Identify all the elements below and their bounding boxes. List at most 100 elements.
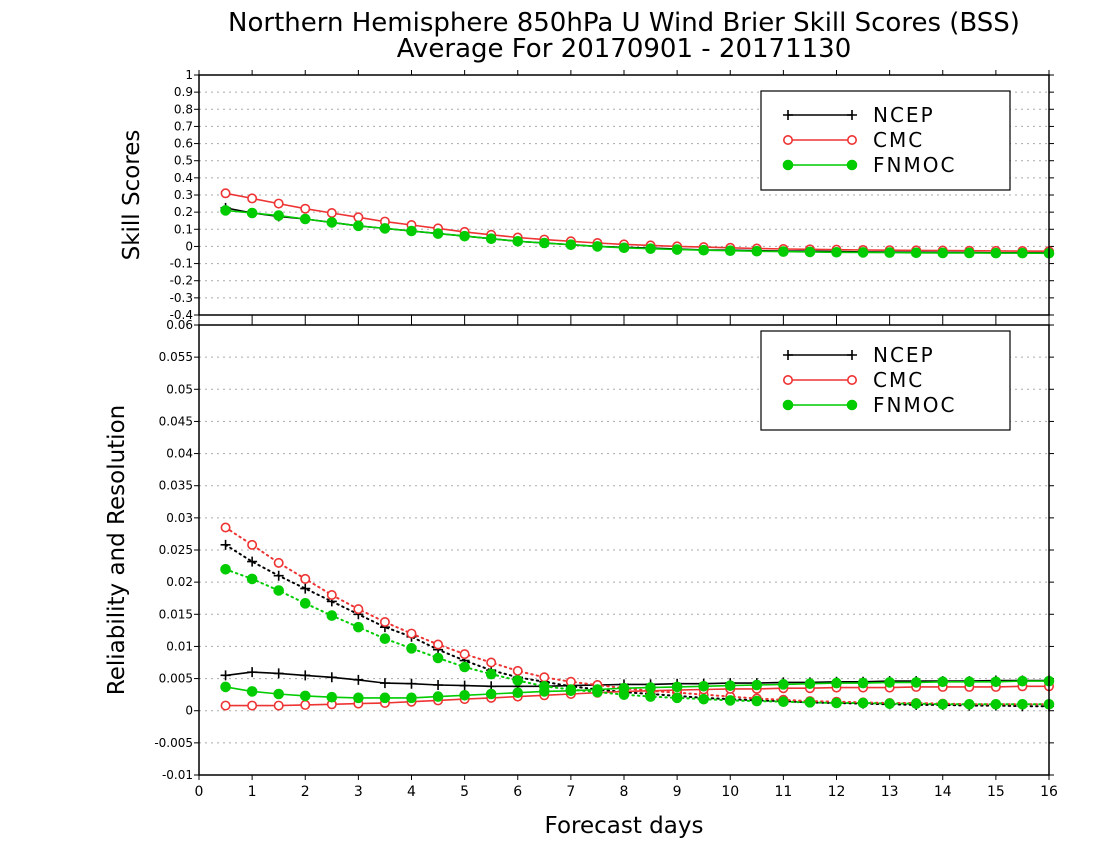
data-point-fnmoc: [910, 247, 922, 259]
series-line-cmc-dotted: [224, 526, 1050, 706]
data-point-fnmoc: [804, 678, 816, 690]
x-tick-label: 8: [620, 784, 629, 800]
y-tick-label: 0.01: [166, 639, 193, 653]
x-tick-label: 11: [774, 784, 792, 800]
x-tick-label: 7: [566, 784, 575, 800]
data-point-fnmoc: [698, 680, 709, 692]
y-tick-label: 0.06: [166, 318, 193, 332]
y-tick-label: 1: [185, 68, 193, 82]
x-tick-label: 14: [934, 784, 952, 800]
data-point-fnmoc: [778, 246, 789, 257]
x-tick-label: 13: [881, 784, 899, 800]
reliability-resolution-panel: 0.060.0550.050.0450.040.0350.030.0250.02…: [154, 318, 1058, 800]
y-tick-label: 0.5: [174, 154, 193, 168]
data-point-fnmoc: [485, 688, 497, 700]
x-tick-label: 10: [721, 784, 739, 800]
y-tick-label: 0.1: [174, 222, 193, 236]
data-point-cmc: [406, 628, 417, 639]
data-point-ncep: [220, 670, 231, 681]
data-point-fnmoc: [618, 242, 630, 254]
y-tick-label: 0.04: [166, 447, 193, 461]
y-tick-label: -0.3: [170, 291, 193, 305]
data-point-fnmoc: [645, 243, 656, 254]
x-tick-label: 16: [1040, 784, 1058, 800]
data-point-fnmoc: [379, 223, 391, 234]
data-point-fnmoc: [910, 677, 922, 688]
data-point-cmc: [220, 700, 231, 711]
x-tick-label: 3: [354, 784, 363, 800]
data-point-fnmoc: [353, 692, 364, 704]
data-point-fnmoc: [831, 697, 842, 709]
data-point-fnmoc: [353, 220, 364, 232]
legend-marker-fnmoc: [846, 399, 858, 411]
data-point-fnmoc: [299, 213, 311, 225]
data-point-fnmoc: [459, 230, 470, 242]
legend-marker-ncep: [847, 110, 857, 120]
data-point-cmc: [433, 639, 444, 650]
data-point-fnmoc: [539, 237, 550, 249]
x-tick-label: 5: [460, 784, 469, 800]
x-tick-label: 0: [195, 784, 204, 800]
plot-frame: [198, 324, 1050, 776]
legend-marker-cmc: [846, 135, 857, 146]
data-point-cmc: [273, 700, 284, 711]
data-point-fnmoc: [432, 228, 444, 239]
data-point-fnmoc: [990, 247, 1002, 259]
chart-subtitle: Average For 20170901 - 20171130: [397, 34, 852, 64]
data-point-cmc: [459, 649, 470, 660]
data-point-fnmoc: [964, 676, 975, 688]
y-tick-label: 0.2: [174, 205, 193, 219]
y-tick-label: -0.2: [170, 274, 193, 288]
data-point-fnmoc: [512, 235, 524, 247]
data-point-fnmoc: [778, 696, 789, 708]
data-point-cmc: [539, 672, 550, 683]
data-point-ncep: [433, 680, 444, 690]
data-point-fnmoc: [485, 233, 497, 245]
data-point-fnmoc: [299, 690, 311, 702]
y-tick-label: 0.03: [166, 511, 193, 525]
x-tick-label: 4: [407, 784, 416, 800]
data-point-fnmoc: [990, 676, 1002, 688]
data-point-cmc: [300, 699, 311, 710]
data-point-fnmoc: [724, 245, 736, 257]
data-point-fnmoc: [804, 246, 816, 258]
x-tick-label: 15: [987, 784, 1005, 800]
data-point-fnmoc: [884, 247, 895, 258]
data-point-ncep: [406, 678, 417, 689]
y-tick-label: 0.035: [159, 479, 193, 493]
y-tick-label: 0.7: [174, 119, 193, 133]
legend-marker-fnmoc: [846, 159, 858, 171]
data-point-fnmoc: [751, 679, 763, 691]
data-point-fnmoc: [299, 598, 311, 609]
y-tick-label: -0.005: [154, 736, 193, 750]
x-tick-label: 12: [828, 784, 846, 800]
data-point-fnmoc: [432, 652, 444, 664]
legend-marker-cmc: [782, 374, 793, 385]
data-point-cmc: [247, 193, 258, 204]
data-point-fnmoc: [565, 685, 577, 697]
data-point-cmc: [326, 208, 337, 219]
y-tick-label: 0.025: [159, 543, 193, 557]
y-tick-label: 0.4: [174, 171, 193, 185]
legend-label-cmc: CMC: [873, 368, 924, 392]
y-tick-label: 0.9: [174, 85, 193, 99]
data-point-fnmoc: [406, 225, 417, 237]
data-point-fnmoc: [459, 661, 470, 673]
data-point-fnmoc: [512, 675, 524, 686]
data-point-fnmoc: [1017, 675, 1028, 687]
plot-frame: [198, 74, 1050, 316]
y-tick-label: 0.055: [159, 350, 193, 364]
y-tick-label: -0.01: [162, 768, 193, 782]
chart-title: Northern Hemisphere 850hPa U Wind Brier …: [228, 8, 1020, 38]
data-point-ncep: [379, 678, 390, 689]
data-point-fnmoc: [592, 241, 603, 252]
data-point-fnmoc: [379, 692, 391, 704]
data-point-fnmoc: [724, 695, 736, 706]
data-point-fnmoc: [751, 695, 763, 707]
data-point-fnmoc: [1017, 247, 1028, 259]
data-point-cmc: [247, 539, 258, 550]
legend-marker-ncep: [783, 350, 793, 360]
data-point-fnmoc: [857, 697, 869, 709]
data-point-fnmoc: [326, 691, 338, 703]
